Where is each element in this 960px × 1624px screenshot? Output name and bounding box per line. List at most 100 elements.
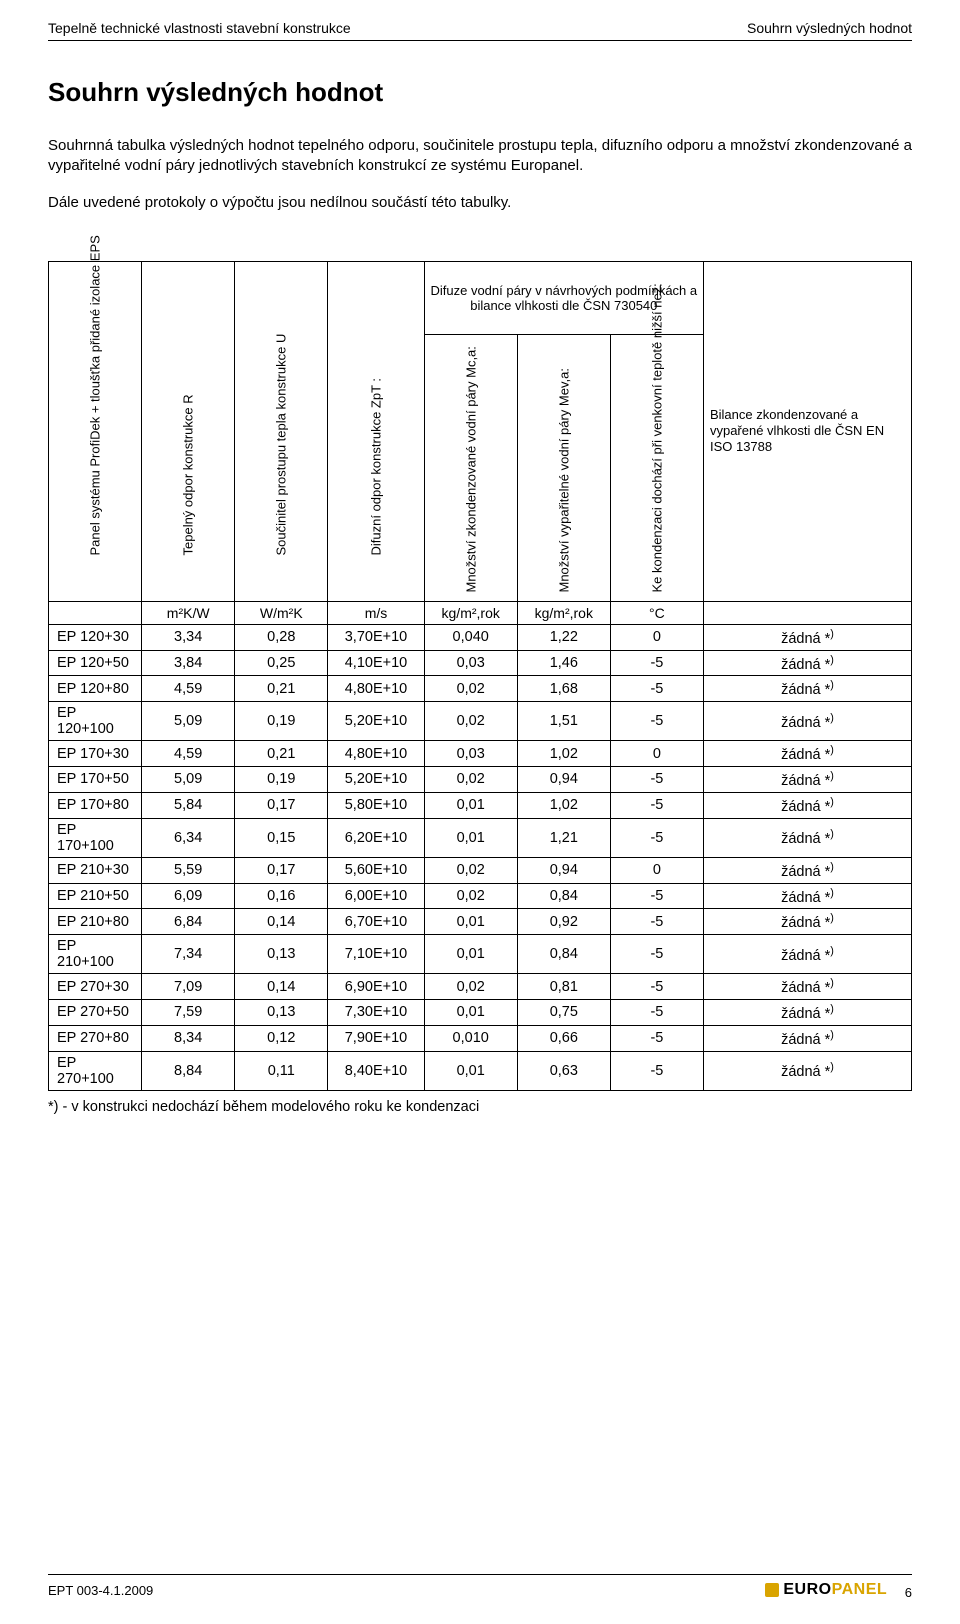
cell-mc: 0,01 [424, 935, 517, 974]
cell-r: 5,09 [142, 767, 235, 793]
summary-table-wrap: Panel systému ProfiDek + tloušťka přidan… [48, 261, 912, 1091]
cell-mc: 0,01 [424, 1000, 517, 1026]
cell-u: 0,16 [235, 883, 328, 909]
col-kond: Ke kondenzaci dochází při venkovní teplo… [610, 334, 703, 601]
table-row: EP 270+307,090,146,90E+100,020,81-5žádná… [49, 974, 912, 1000]
europanel-logo: EUROPANEL [765, 1581, 887, 1599]
table-row: EP 270+1008,840,118,40E+100,010,63-5žádn… [49, 1051, 912, 1090]
cell-r: 8,84 [142, 1051, 235, 1090]
cell-kond: -5 [610, 935, 703, 974]
cell-bilance: žádná *) [703, 1025, 911, 1051]
cell-panel: EP 170+30 [49, 741, 142, 767]
cell-r: 4,59 [142, 676, 235, 702]
cell-zpt: 6,70E+10 [328, 909, 424, 935]
cell-mc: 0,01 [424, 792, 517, 818]
cell-r: 3,84 [142, 650, 235, 676]
cell-r: 4,59 [142, 741, 235, 767]
cell-r: 7,09 [142, 974, 235, 1000]
cell-kond: -5 [610, 1051, 703, 1090]
cell-mev: 1,02 [517, 741, 610, 767]
cell-bilance: žádná *) [703, 676, 911, 702]
cell-panel: EP 270+100 [49, 1051, 142, 1090]
cell-zpt: 4,80E+10 [328, 741, 424, 767]
cell-mc: 0,02 [424, 974, 517, 1000]
header-left: Tepelně technické vlastnosti stavební ko… [48, 20, 351, 36]
cell-bilance: žádná *) [703, 741, 911, 767]
cell-zpt: 5,60E+10 [328, 857, 424, 883]
cell-panel: EP 170+100 [49, 818, 142, 857]
cell-r: 3,34 [142, 624, 235, 650]
cell-u: 0,17 [235, 857, 328, 883]
table-row: EP 210+506,090,166,00E+100,020,84-5žádná… [49, 883, 912, 909]
cell-zpt: 6,90E+10 [328, 974, 424, 1000]
cell-kond: -5 [610, 650, 703, 676]
cell-bilance: žádná *) [703, 792, 911, 818]
cell-r: 5,09 [142, 702, 235, 741]
table-row: EP 210+1007,340,137,10E+100,010,84-5žádn… [49, 935, 912, 974]
header-right: Souhrn výsledných hodnot [747, 20, 912, 36]
cell-kond: -5 [610, 974, 703, 1000]
cell-panel: EP 120+50 [49, 650, 142, 676]
summary-table: Panel systému ProfiDek + tloušťka přidan… [48, 261, 912, 1091]
cell-panel: EP 170+50 [49, 767, 142, 793]
col-kond-label: Ke kondenzaci dochází při venkovní teplo… [649, 342, 664, 592]
table-row: EP 170+805,840,175,80E+100,011,02-5žádná… [49, 792, 912, 818]
footer-doc-id: EPT 003-4.1.2009 [48, 1583, 153, 1598]
cell-panel: EP 270+50 [49, 1000, 142, 1026]
cell-mev: 0,92 [517, 909, 610, 935]
col-r: Tepelný odpor konstrukce R [142, 261, 235, 601]
cell-zpt: 8,40E+10 [328, 1051, 424, 1090]
page-footer: EPT 003-4.1.2009 EUROPANEL 6 [48, 1574, 912, 1600]
cell-mev: 1,68 [517, 676, 610, 702]
cell-u: 0,15 [235, 818, 328, 857]
cell-zpt: 6,20E+10 [328, 818, 424, 857]
cell-r: 5,59 [142, 857, 235, 883]
cell-kond: -5 [610, 883, 703, 909]
footer-rule [48, 1574, 912, 1575]
cell-zpt: 5,80E+10 [328, 792, 424, 818]
cell-kond: -5 [610, 909, 703, 935]
cell-panel: EP 120+80 [49, 676, 142, 702]
unit-r: m²K/W [142, 601, 235, 624]
cell-panel: EP 210+100 [49, 935, 142, 974]
cell-kond: 0 [610, 857, 703, 883]
header-rule [48, 40, 912, 41]
cell-mev: 1,51 [517, 702, 610, 741]
cell-mev: 0,94 [517, 857, 610, 883]
unit-zpt: m/s [328, 601, 424, 624]
running-header: Tepelně technické vlastnosti stavební ko… [48, 20, 912, 36]
cell-mc: 0,01 [424, 909, 517, 935]
cell-u: 0,28 [235, 624, 328, 650]
cell-bilance: žádná *) [703, 974, 911, 1000]
table-row: EP 210+305,590,175,60E+100,020,940žádná … [49, 857, 912, 883]
cell-mev: 0,66 [517, 1025, 610, 1051]
cell-u: 0,14 [235, 909, 328, 935]
cell-r: 6,84 [142, 909, 235, 935]
cell-zpt: 3,70E+10 [328, 624, 424, 650]
cell-bilance: žádná *) [703, 935, 911, 974]
page-container: Tepelně technické vlastnosti stavební ko… [0, 0, 960, 1624]
cell-kond: -5 [610, 1025, 703, 1051]
cell-mc: 0,01 [424, 1051, 517, 1090]
cell-mc: 0,02 [424, 883, 517, 909]
cell-mc: 0,010 [424, 1025, 517, 1051]
cell-bilance: žádná *) [703, 1051, 911, 1090]
cell-kond: 0 [610, 624, 703, 650]
cell-mev: 0,63 [517, 1051, 610, 1090]
col-u: Součinitel prostupu tepla konstrukce U [235, 261, 328, 601]
intro-paragraph-2: Dále uvedené protokoly o výpočtu jsou ne… [48, 193, 912, 213]
cell-r: 7,59 [142, 1000, 235, 1026]
cell-kond: -5 [610, 702, 703, 741]
cell-mev: 0,81 [517, 974, 610, 1000]
table-row: EP 210+806,840,146,70E+100,010,92-5žádná… [49, 909, 912, 935]
col-mc-label: Množství zkondenzované vodní páry Mc,a: [463, 342, 478, 592]
cell-mc: 0,03 [424, 741, 517, 767]
cell-mev: 1,22 [517, 624, 610, 650]
intro-paragraph-1: Souhrnná tabulka výsledných hodnot tepel… [48, 136, 912, 177]
page-title: Souhrn výsledných hodnot [48, 77, 912, 108]
cell-mev: 0,84 [517, 883, 610, 909]
col-zpt: Difuzní odpor konstrukce ZpT : [328, 261, 424, 601]
cell-u: 0,25 [235, 650, 328, 676]
cell-panel: EP 210+30 [49, 857, 142, 883]
logo-icon [765, 1583, 779, 1597]
